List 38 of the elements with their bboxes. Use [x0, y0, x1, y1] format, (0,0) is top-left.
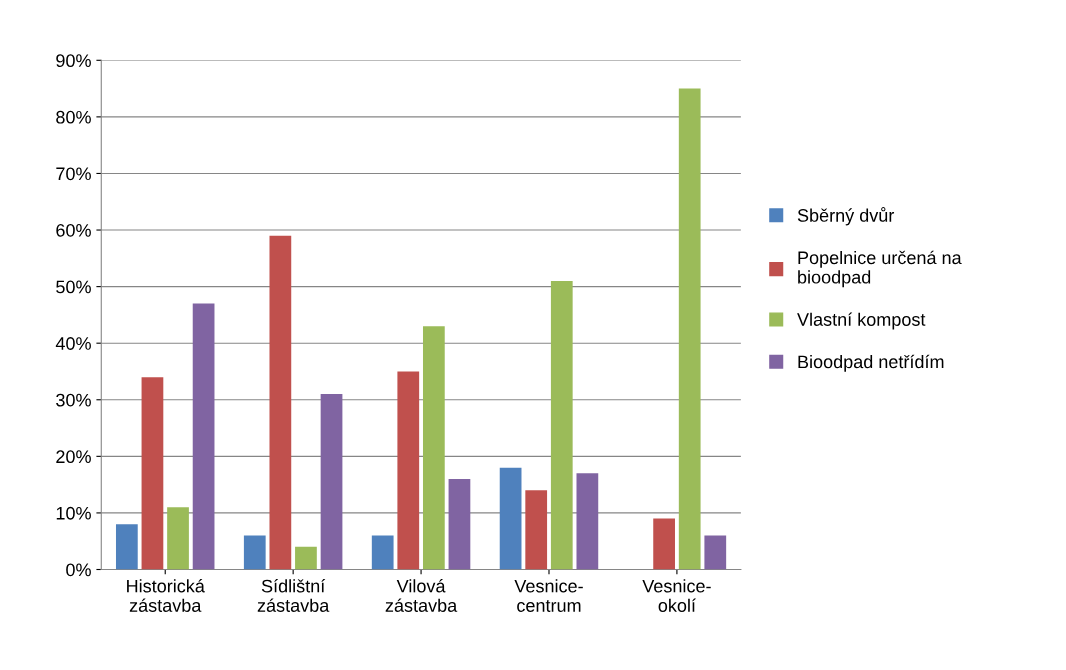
y-tick-label: 80% [56, 110, 91, 124]
bar [269, 235, 292, 570]
y-tick-label: 0% [66, 563, 91, 577]
bar [167, 507, 189, 570]
legend-label: Sběrný dvůr [797, 207, 895, 226]
bar [653, 518, 675, 570]
bar [704, 535, 727, 570]
legend-label: Bioodpad netřídím [798, 354, 944, 372]
x-tick-label: Vilová zástavba [385, 579, 458, 612]
bar [678, 88, 701, 570]
bar [243, 535, 266, 570]
bar [371, 535, 394, 570]
x-tick-label: Historická zástavba [127, 579, 205, 612]
bar [422, 326, 445, 570]
bar [141, 377, 164, 570]
y-tick-label: 90% [56, 54, 91, 68]
y-tick-label: 70% [56, 167, 91, 181]
legend-label: Vlastní kompost [797, 312, 926, 330]
bar [115, 524, 138, 570]
y-tick-label: 10% [56, 506, 91, 520]
bar [525, 490, 548, 570]
bar [295, 546, 317, 570]
bar [576, 473, 599, 570]
bar [192, 303, 215, 570]
bar [499, 467, 522, 570]
x-tick-label: Vesnice- centrum [514, 579, 583, 612]
x-tick-label: Sídlištní zástavba [257, 579, 330, 612]
y-tick-label: 30% [56, 393, 91, 407]
bar [397, 371, 420, 570]
legend-label: Popelnice určená na bioodpad [798, 250, 962, 288]
y-tick-label: 40% [55, 337, 91, 350]
bar [550, 280, 573, 570]
bar [448, 478, 471, 570]
y-tick-label: 20% [56, 450, 91, 464]
x-tick-label: Vesnice- okolí [642, 579, 711, 612]
bar [320, 394, 343, 570]
y-tick-label: 50% [56, 280, 91, 294]
y-tick-label: 60% [56, 223, 91, 237]
